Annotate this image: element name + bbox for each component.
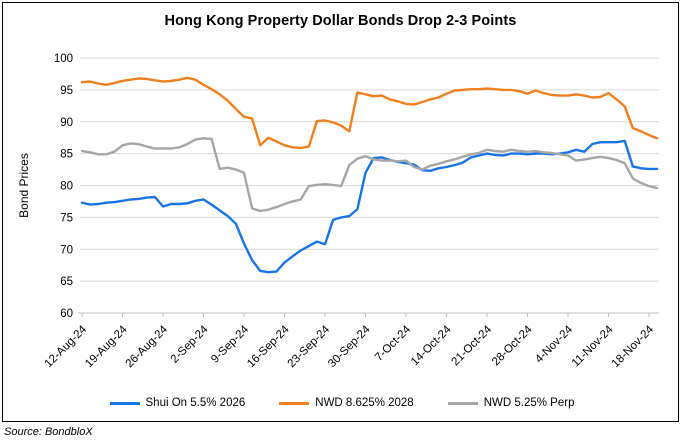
x-tick-label: 28-Oct-24 [490,323,535,368]
y-tick-label: 85 [60,149,73,161]
series-line-2 [80,137,659,213]
x-tick-label: 2-Sep-24 [169,323,211,365]
chart-title: Hong Kong Property Dollar Bonds Drop 2-3… [164,13,517,29]
y-tick-label: 80 [60,181,73,193]
y-tick-label: 60 [60,308,73,320]
legend-item-shui-on: Shui On 5.5% 2026 [109,397,246,409]
y-tick-label: 90 [60,117,73,129]
legend-item-nwd-2028: NWD 8.625% 2028 [279,397,414,409]
x-tick-label: 9-Sep-24 [209,323,251,365]
x-tick-label: 16-Sep-24 [245,323,292,370]
legend-line-swatch-gray [447,401,478,405]
y-tick-label: 100 [54,53,73,65]
x-tick-label: 23-Sep-24 [286,323,333,370]
y-tick-label: 95 [60,85,73,97]
legend-label: NWD 8.625% 2028 [315,397,414,409]
y-axis-label: Bond Prices [17,153,31,218]
x-tick-label: 4-Nov-24 [533,323,575,365]
x-tick-label: 14-Oct-24 [409,323,454,368]
legend-label: NWD 5.25% Perp [483,397,575,409]
legend-item-nwd-perp: NWD 5.25% Perp [447,397,575,409]
x-tick-label: 19-Aug-24 [83,323,130,370]
chart-frame: Hong Kong Property Dollar Bonds Drop 2-3… [2,2,679,422]
y-tick-label: 75 [60,212,73,224]
y-tick-label: 70 [60,244,73,256]
x-tick-label: 26-Aug-24 [124,323,171,370]
chart-legend: Shui On 5.5% 2026 NWD 8.625% 2028 NWD 5.… [0,397,684,409]
x-tick-label: 21-Oct-24 [449,323,494,368]
x-tick-label: 11-Nov-24 [570,323,616,369]
x-tick-label: 30-Sep-24 [326,323,373,370]
x-tick-label: 12-Aug-24 [43,323,90,370]
legend-label: Shui On 5.5% 2026 [145,397,246,409]
x-tick-label: 18-Nov-24 [610,323,657,370]
legend-line-swatch-orange [279,401,310,405]
series-line-0 [80,139,659,274]
source-note: Source: BondbloX [4,426,93,438]
series-line-1 [80,76,659,150]
y-tick-label: 65 [60,276,73,288]
x-tick-label: 7-Oct-24 [373,323,414,364]
legend-line-swatch-blue [109,401,140,405]
